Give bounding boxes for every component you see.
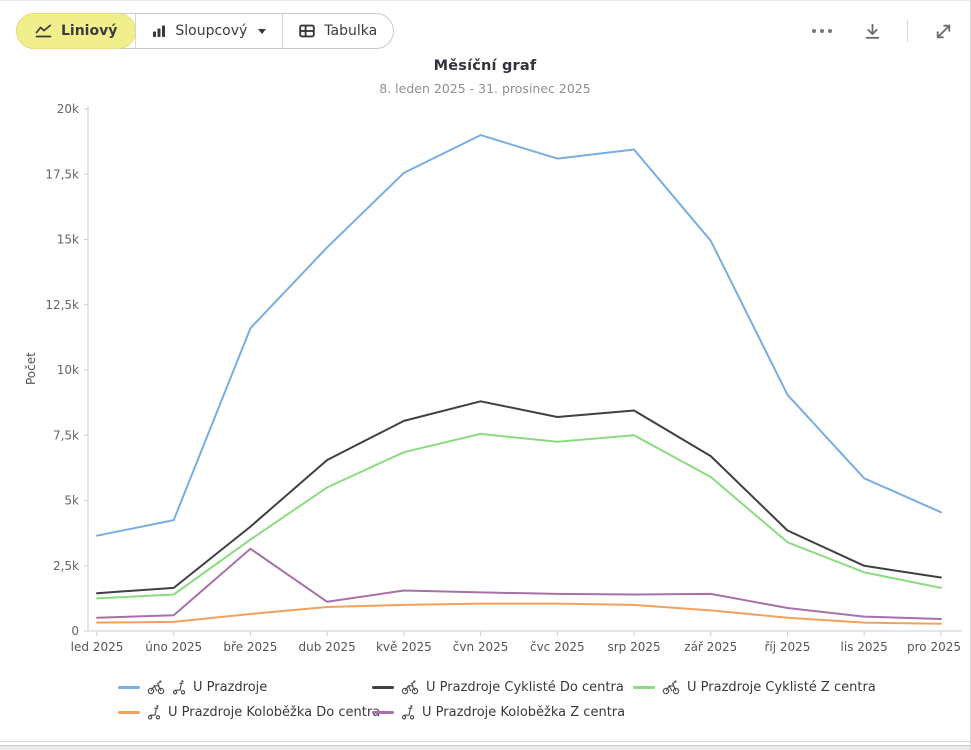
expand-icon <box>936 24 950 38</box>
legend-label: U Prazdroje Koloběžka Z centra <box>422 704 626 720</box>
chevron-down-icon <box>258 28 267 34</box>
tab-line-chart[interactable]: Liniový <box>16 13 137 49</box>
legend-swatch <box>633 685 655 689</box>
series-line-4 <box>96 547 942 620</box>
y-axis-tick-label: 12,5k <box>45 298 79 312</box>
legend-label: U Prazdroje <box>193 679 268 695</box>
bicycle-icon <box>147 679 165 695</box>
page-title: Měsíční graf <box>433 58 537 74</box>
legend-label: U Prazdroje Koloběžka Do centra <box>168 704 381 720</box>
chart-date-range: 8. leden 2025 - 31. prosinec 2025 <box>379 81 591 96</box>
legend-swatch <box>118 685 140 689</box>
chart-type-switcher: Liniový Sloupcový Tabulka <box>16 13 395 49</box>
scooter-icon <box>147 704 161 720</box>
tab-label: Tabulka <box>324 23 378 39</box>
card-bottom-border <box>0 741 970 742</box>
legend-label: U Prazdroje Cyklisté Z centra <box>687 679 876 695</box>
y-axis-tick-label: 15k <box>57 233 79 247</box>
horizontal-scrollbar-track[interactable] <box>0 745 970 750</box>
y-axis-tick-label: 17,5k <box>45 167 79 181</box>
legend-item-3[interactable]: U Prazdroje Koloběžka Do centra <box>118 702 380 722</box>
series-line-3 <box>96 602 942 625</box>
legend-item-4[interactable]: U Prazdroje Koloběžka Z centra <box>372 702 625 722</box>
x-axis-tick-label: srp 2025 <box>607 640 660 654</box>
y-axis-title: Počet <box>24 352 38 385</box>
legend-swatch <box>372 710 394 714</box>
legend-swatch <box>372 685 394 689</box>
scooter-icon <box>401 704 415 720</box>
series-line-1 <box>96 400 942 595</box>
legend-label: U Prazdroje Cyklisté Do centra <box>426 679 624 695</box>
tab-label: Sloupcový <box>175 23 248 39</box>
fullscreen-button[interactable] <box>928 16 958 46</box>
more-options-button[interactable] <box>807 16 837 46</box>
x-axis-tick-label: led 2025 <box>71 640 124 654</box>
legend-item-2[interactable]: U Prazdroje Cyklisté Z centra <box>633 677 876 697</box>
tab-table[interactable]: Tabulka <box>282 14 393 48</box>
legend-item-0[interactable]: U Prazdroje <box>118 677 267 697</box>
scooter-icon <box>172 679 186 695</box>
legend-swatch <box>118 710 140 714</box>
y-axis-tick-label: 10k <box>57 363 79 377</box>
ellipsis-icon <box>812 29 832 33</box>
x-axis-tick-label: čvn 2025 <box>453 640 509 654</box>
chart-actions <box>807 16 958 46</box>
x-axis-tick-label: pro 2025 <box>907 640 961 654</box>
table-icon <box>299 24 316 38</box>
y-axis-tick-label: 5k <box>64 494 79 508</box>
x-axis-tick-label: lis 2025 <box>841 640 888 654</box>
tab-bar-chart[interactable]: Sloupcový <box>135 14 282 48</box>
bicycle-icon <box>662 679 680 695</box>
actions-divider <box>907 20 908 42</box>
tab-label: Liniový <box>61 23 118 39</box>
x-axis-tick-label: zář 2025 <box>684 640 737 654</box>
y-axis-tick-label: 2,5k <box>53 559 79 573</box>
y-axis-tick-label: 0 <box>71 624 79 638</box>
download-icon <box>865 23 879 39</box>
series-line-0 <box>96 134 942 537</box>
x-axis-tick-label: čvc 2025 <box>530 640 585 654</box>
x-axis-tick-label: úno 2025 <box>145 640 202 654</box>
x-axis-tick-label: kvě 2025 <box>376 640 432 654</box>
x-axis-tick-label: bře 2025 <box>223 640 277 654</box>
y-axis-tick-label: 20k <box>57 102 79 116</box>
x-axis-tick-label: říj 2025 <box>764 640 810 654</box>
legend-item-1[interactable]: U Prazdroje Cyklisté Do centra <box>372 677 624 697</box>
bar-chart-icon <box>152 24 166 38</box>
line-chart-icon <box>35 24 52 38</box>
download-button[interactable] <box>857 16 887 46</box>
series-line-2 <box>96 432 942 600</box>
y-axis-tick-label: 7,5k <box>53 428 79 442</box>
bicycle-icon <box>401 679 419 695</box>
x-axis-tick-label: dub 2025 <box>299 640 356 654</box>
